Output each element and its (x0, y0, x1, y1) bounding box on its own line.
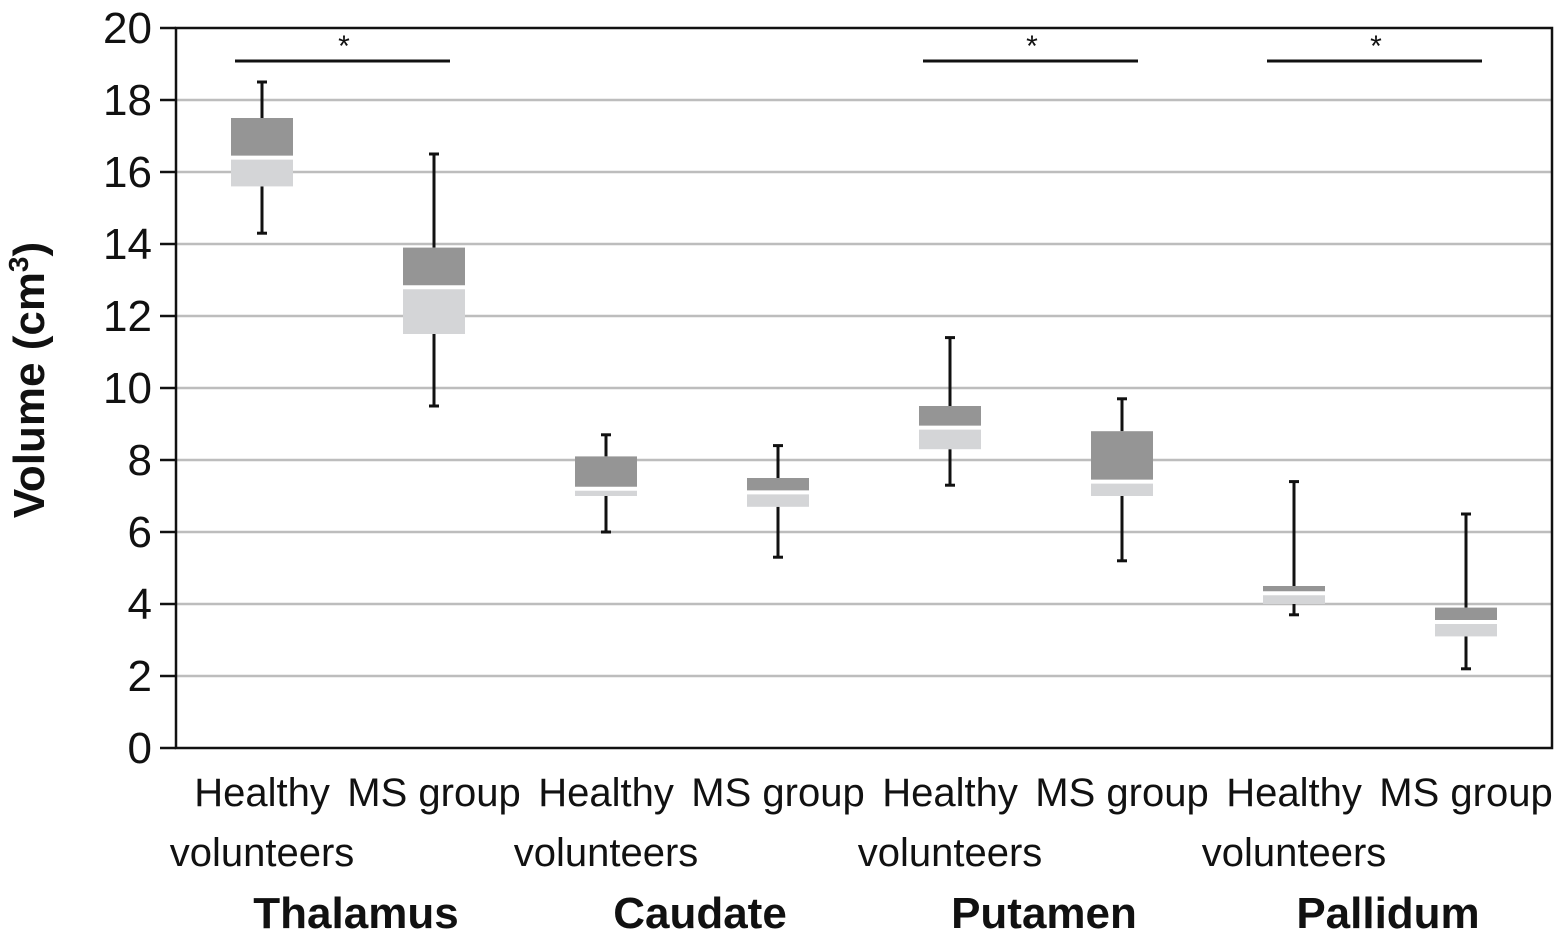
y-tick-label: 2 (128, 652, 152, 701)
y-tick-label: 4 (128, 580, 152, 629)
box-lower-quartile (1091, 481, 1153, 496)
category-label-line2: volunteers (1202, 831, 1387, 875)
category-label-line2: volunteers (170, 831, 355, 875)
box-upper-quartile (1435, 607, 1497, 622)
y-tick-label: 10 (103, 364, 152, 413)
region-label: Thalamus (253, 889, 458, 932)
y-tick-label: 6 (128, 508, 152, 557)
box-plots (231, 80, 1497, 671)
box-lower-quartile (747, 492, 809, 507)
box-plot (403, 152, 465, 408)
category-label-line1: MS group (691, 771, 864, 815)
y-tick-label: 16 (103, 148, 152, 197)
gridlines (176, 98, 1552, 678)
box-lower-quartile (575, 488, 637, 496)
category-label-line2: volunteers (858, 831, 1043, 875)
box-plot (1091, 397, 1153, 563)
category-label-line1: Healthy (538, 771, 674, 815)
box-lower-quartile (919, 427, 981, 450)
significance-star: * (338, 30, 350, 63)
box-plot (575, 433, 637, 534)
region-label: Caudate (613, 889, 787, 932)
category-label-line1: MS group (1035, 771, 1208, 815)
box-lower-quartile (1263, 593, 1325, 604)
y-tick-label: 12 (103, 292, 152, 341)
region-label: Putamen (951, 889, 1137, 932)
box-upper-quartile (231, 118, 293, 158)
y-tick-label: 8 (128, 436, 152, 485)
box-upper-quartile (919, 406, 981, 428)
y-tick-label: 18 (103, 76, 152, 125)
category-label-line1: Healthy (1226, 771, 1362, 815)
region-label: Pallidum (1296, 889, 1479, 932)
category-label-line1: Healthy (194, 771, 330, 815)
box-plot (1263, 480, 1325, 617)
box-upper-quartile (575, 456, 637, 489)
category-label-line2: volunteers (514, 831, 699, 875)
box-plot (231, 80, 293, 235)
significance-star: * (1026, 30, 1038, 63)
y-tick-label: 20 (103, 4, 152, 53)
box-plot (1435, 512, 1497, 671)
category-label-line1: Healthy (882, 771, 1018, 815)
y-tick-label: 14 (103, 220, 152, 269)
box-plot (919, 336, 981, 487)
y-axis-ticks: 0 2 4 6 8 10 12 14 16 18 20 (103, 4, 176, 773)
box-lower-quartile (231, 157, 293, 187)
box-upper-quartile (1263, 586, 1325, 594)
category-label-line1: MS group (1379, 771, 1552, 815)
y-tick-label: 0 (128, 724, 152, 773)
category-label-line1: MS group (347, 771, 520, 815)
box-lower-quartile (1435, 622, 1497, 637)
significance-markers: * * * (235, 30, 1482, 63)
box-upper-quartile (747, 478, 809, 493)
box-upper-quartile (403, 247, 465, 288)
box-lower-quartile (403, 287, 465, 334)
box-plot (747, 444, 809, 559)
significance-star: * (1370, 30, 1382, 63)
y-axis-label: Volume (cm3) (3, 242, 54, 518)
x-axis-labels: Healthy volunteers MS group Healthy voluntee… (170, 771, 1553, 932)
box-upper-quartile (1091, 431, 1153, 482)
